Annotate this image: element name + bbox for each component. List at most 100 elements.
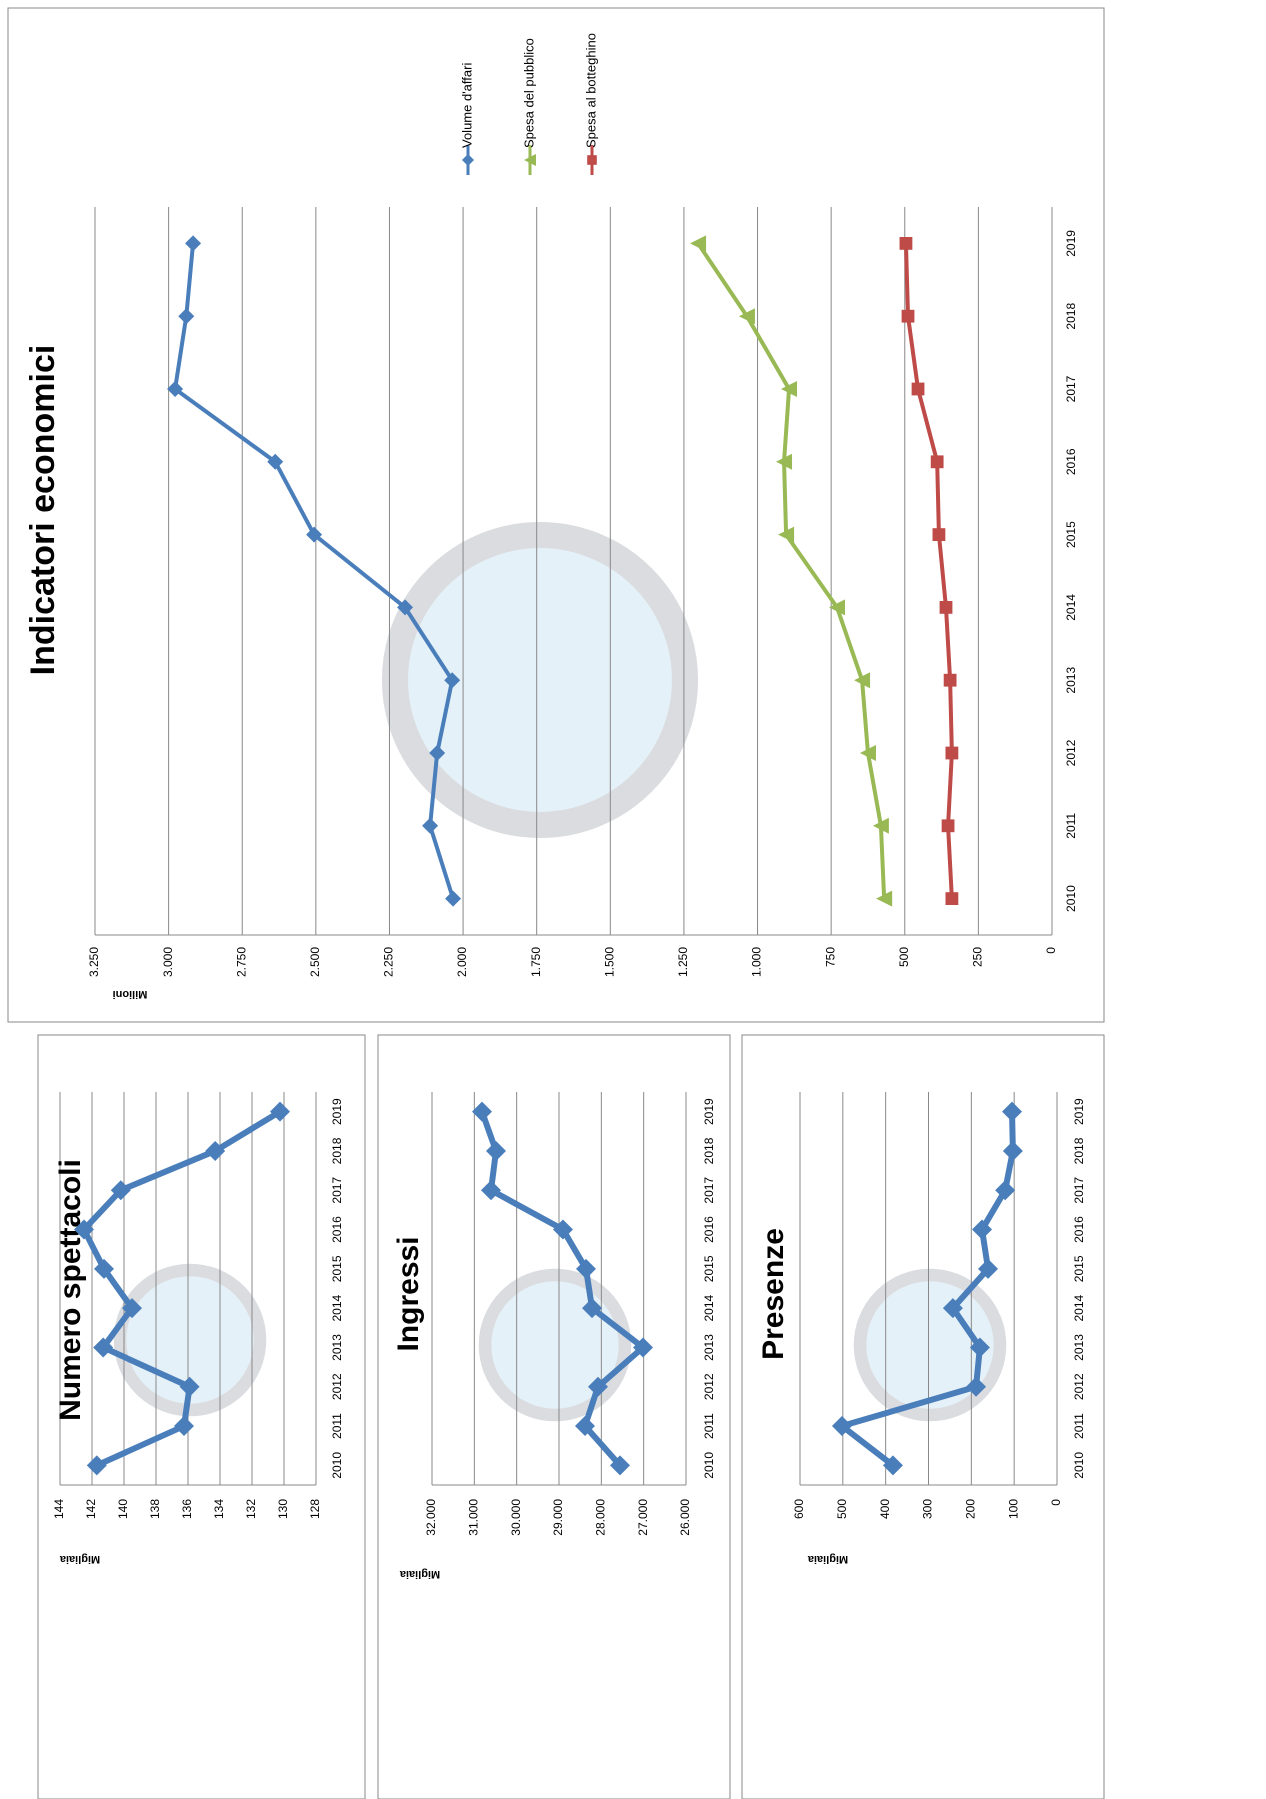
y-tick-label: 2.000	[455, 947, 469, 977]
y-tick-label: 250	[971, 947, 985, 967]
marker	[829, 599, 846, 616]
y-tick-label: 500	[897, 947, 911, 967]
y-tick-label: 140	[116, 1499, 130, 1519]
x-tick-label: 2010	[702, 1452, 716, 1479]
marker	[610, 1455, 631, 1476]
x-tick-label: 2011	[330, 1413, 344, 1439]
marker	[966, 1376, 987, 1397]
y-tick-label: 2.500	[308, 947, 322, 977]
chart-title: Presenze	[757, 1228, 790, 1360]
x-tick-label: 2017	[330, 1177, 344, 1204]
legend-label: Spesa del pubblico	[521, 38, 536, 148]
marker	[876, 890, 893, 907]
x-tick-label: 2019	[330, 1098, 344, 1125]
series-line	[81, 1109, 282, 1469]
marker	[872, 817, 889, 834]
marker	[901, 309, 915, 323]
marker	[185, 235, 202, 252]
y-tick-label: 600	[792, 1499, 806, 1519]
y-tick-label: 1.750	[529, 947, 543, 977]
x-tick-label: 2014	[702, 1294, 716, 1321]
legend-label: Spesa al botteghino	[583, 33, 598, 148]
series-line	[173, 243, 455, 900]
y-tick-label: 0	[1044, 947, 1058, 954]
marker	[576, 1258, 597, 1279]
x-tick-label: 2016	[1072, 1216, 1086, 1243]
x-tick-label: 2014	[1064, 594, 1078, 621]
marker	[462, 154, 474, 166]
marker	[738, 308, 755, 325]
series-line	[696, 242, 887, 899]
marker	[524, 154, 536, 166]
x-tick-label: 2015	[1064, 521, 1078, 548]
y-tick-label: 500	[835, 1499, 849, 1519]
marker	[429, 745, 446, 761]
x-tick-label: 2013	[702, 1334, 716, 1361]
y-tick-label: 1.250	[676, 947, 690, 977]
watermark	[113, 1263, 267, 1417]
legend-label: Volume d'affari	[459, 63, 474, 148]
y-tick-label: 30.000	[509, 1499, 523, 1536]
watermark	[381, 521, 699, 839]
x-tick-label: 2019	[1064, 230, 1078, 257]
marker	[932, 528, 946, 541]
y-tick-label: 2.250	[382, 947, 396, 977]
y-tick-label: 3.000	[161, 947, 175, 977]
x-tick-label: 2012	[330, 1373, 344, 1400]
y-axis-label: Migliaia	[399, 1568, 440, 1580]
x-tick-label: 2019	[702, 1098, 716, 1125]
marker	[899, 237, 913, 250]
y-tick-label: 26.000	[678, 1499, 692, 1536]
marker	[306, 526, 323, 543]
marker	[978, 1258, 999, 1279]
marker	[270, 1101, 290, 1122]
x-tick-label: 2018	[1064, 303, 1078, 330]
marker	[778, 526, 795, 543]
watermark	[478, 1268, 632, 1422]
y-tick-label: 136	[180, 1499, 194, 1519]
x-tick-label: 2012	[702, 1373, 716, 1400]
x-tick-label: 2012	[1064, 739, 1078, 766]
marker	[939, 601, 953, 614]
x-tick-label: 2016	[330, 1216, 344, 1243]
x-tick-label: 2010	[1072, 1452, 1086, 1479]
y-tick-label: 300	[921, 1499, 935, 1519]
x-tick-label: 2014	[330, 1294, 344, 1321]
y-tick-label: 29.000	[551, 1499, 565, 1536]
y-tick-label: 750	[823, 947, 837, 967]
marker	[911, 382, 925, 396]
x-tick-label: 2018	[1072, 1137, 1086, 1164]
y-axis-label: Migliaia	[807, 1553, 848, 1565]
marker	[481, 1180, 502, 1201]
marker	[831, 1416, 852, 1437]
x-tick-label: 2017	[1072, 1177, 1086, 1204]
y-tick-label: 27.000	[636, 1499, 650, 1536]
x-tick-label: 2017	[702, 1177, 716, 1204]
x-tick-label: 2019	[1072, 1098, 1086, 1125]
marker	[776, 453, 793, 470]
y-tick-label: 128	[308, 1499, 322, 1519]
y-tick-label: 100	[1006, 1499, 1020, 1519]
marker	[178, 308, 195, 325]
y-tick-label: 28.000	[594, 1499, 608, 1536]
x-tick-label: 2015	[330, 1255, 344, 1282]
marker	[995, 1180, 1016, 1201]
marker	[94, 1258, 114, 1279]
marker	[574, 1416, 595, 1437]
series-line	[838, 1111, 1016, 1468]
x-tick-label: 2013	[330, 1334, 344, 1361]
marker	[444, 672, 461, 689]
y-tick-label: 134	[212, 1499, 226, 1519]
x-tick-label: 2016	[1064, 448, 1078, 475]
chart-title: Numero spettacoli	[54, 1159, 87, 1421]
marker	[1002, 1140, 1023, 1161]
y-tick-label: 142	[84, 1499, 98, 1519]
y-tick-label: 132	[244, 1499, 258, 1519]
x-tick-label: 2013	[1072, 1334, 1086, 1361]
marker	[941, 819, 955, 833]
y-tick-label: 1.500	[602, 947, 616, 977]
y-tick-label: 3.250	[87, 947, 101, 977]
marker	[1002, 1101, 1023, 1122]
marker	[552, 1219, 573, 1240]
x-tick-label: 2011	[702, 1413, 716, 1439]
